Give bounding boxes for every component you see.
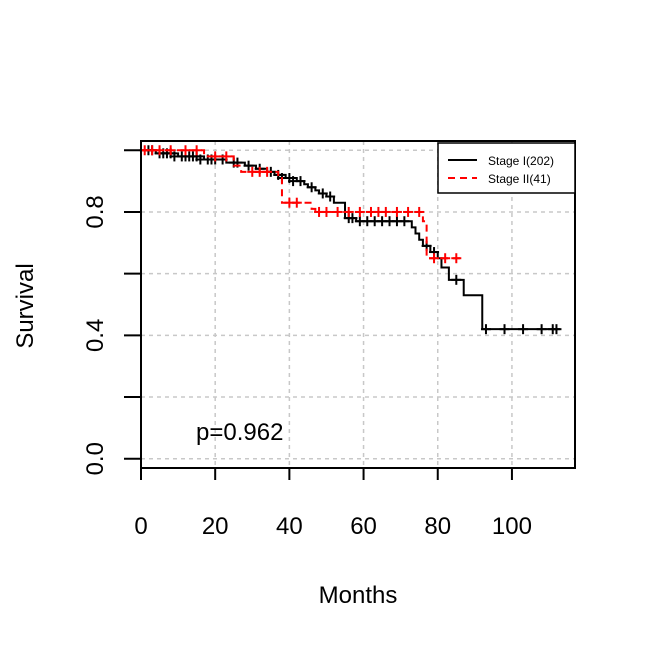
legend-label-stage-ii: Stage II(41) — [488, 172, 551, 186]
y-tick-label: 0.4 — [82, 319, 109, 352]
x-tick-label: 80 — [424, 513, 451, 540]
y-axis: 0.0 0.4 0.8 — [82, 149, 141, 475]
x-tick-label: 60 — [350, 513, 377, 540]
y-tick-label: 0.8 — [82, 195, 109, 228]
legend: Stage I(202) Stage II(41) — [437, 142, 576, 194]
y-axis-title: Survival — [12, 263, 39, 348]
legend-box — [437, 142, 576, 194]
y-tick-label: 0.0 — [82, 442, 109, 475]
x-axis: 0 20 40 60 80 100 — [134, 468, 532, 540]
x-tick-label: 20 — [202, 513, 229, 540]
x-axis-title: Months — [319, 582, 398, 609]
x-tick-label: 0 — [134, 513, 147, 540]
p-value-annotation: p=0.962 — [196, 419, 283, 446]
legend-label-stage-i: Stage I(202) — [488, 154, 554, 168]
km-curve-series-2 — [141, 149, 461, 260]
plot-frame — [140, 140, 576, 469]
series — [139, 145, 562, 335]
x-tick-label: 100 — [492, 513, 532, 540]
x-tick-label: 40 — [276, 513, 303, 540]
